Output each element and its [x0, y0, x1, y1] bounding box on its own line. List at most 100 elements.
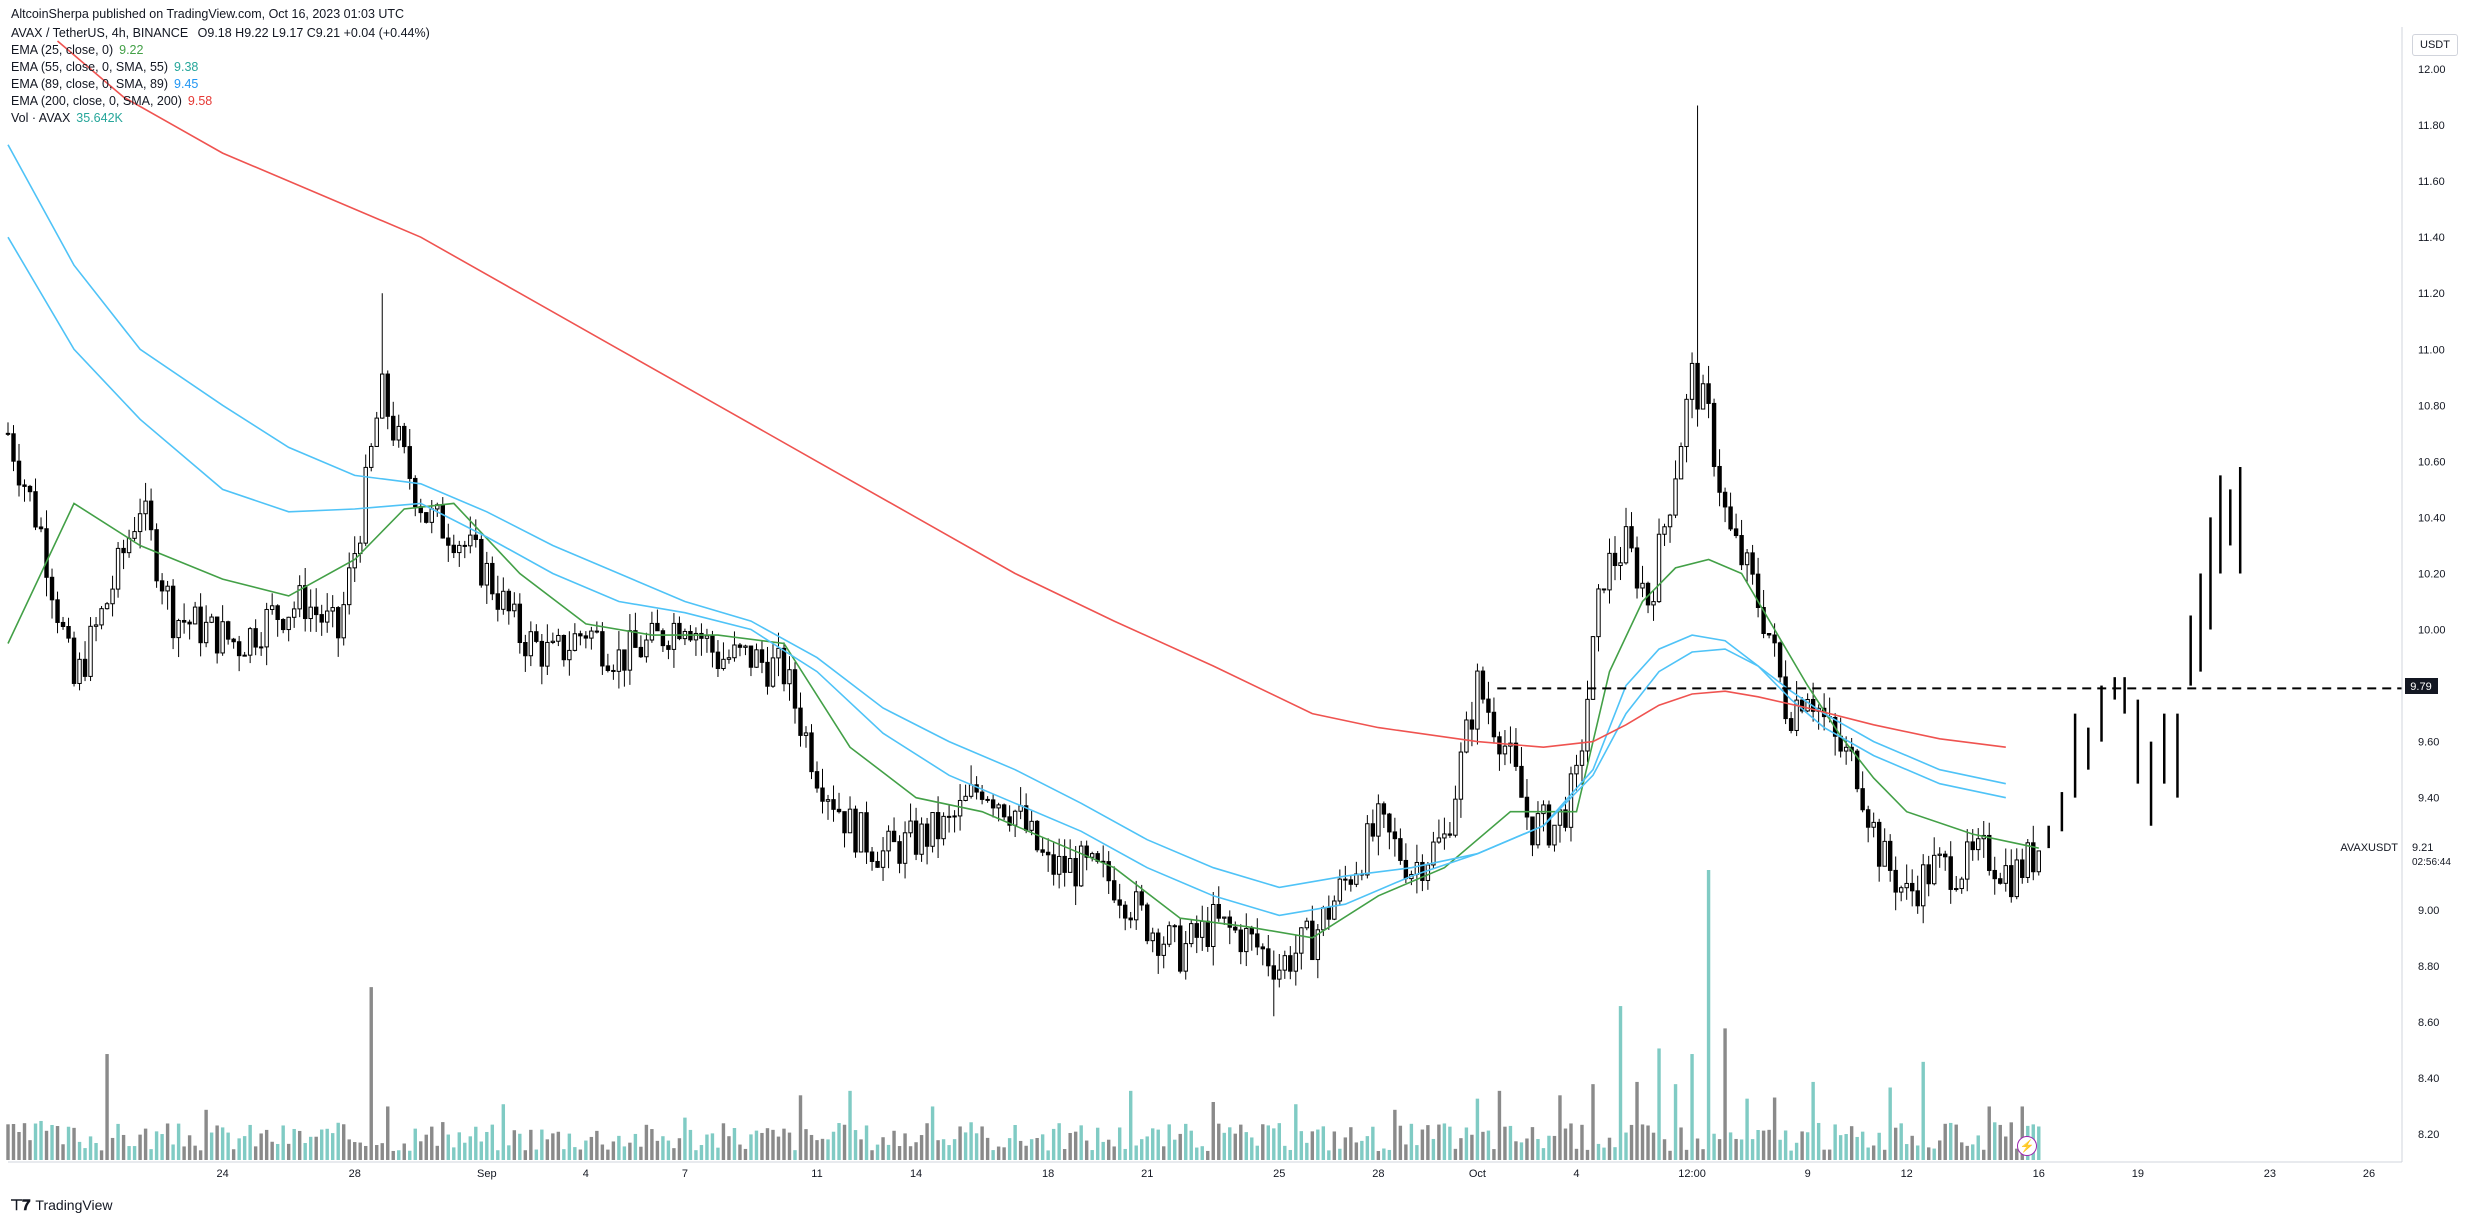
- volume-bar: [1646, 1125, 1650, 1160]
- volume-bar: [1695, 1138, 1700, 1160]
- chart-legend: AltcoinSherpa published on TradingView.c…: [11, 6, 430, 127]
- candle-body: [930, 812, 935, 847]
- volume-bar: [1486, 1130, 1491, 1160]
- volume-bar: [1382, 1148, 1386, 1160]
- volume-bar: [947, 1145, 951, 1160]
- volume-bar: [176, 1123, 181, 1160]
- candle-body: [110, 588, 115, 605]
- indicator-row-ema200[interactable]: EMA (200, close, 0, SMA, 200) 9.58: [11, 93, 430, 110]
- volume-bar: [584, 1140, 588, 1160]
- volume-bar: [1035, 1138, 1039, 1160]
- candle-body: [1761, 607, 1766, 634]
- last-price-label: 9.21: [2412, 842, 2433, 854]
- candle-body: [1854, 750, 1860, 790]
- volume-bar: [1415, 1145, 1419, 1160]
- time-tick-label: 12: [1901, 1168, 1913, 1180]
- volume-bar: [1497, 1090, 1502, 1160]
- time-tick-label: 18: [1042, 1168, 1054, 1180]
- volume-bar: [969, 1122, 973, 1160]
- candle-body: [726, 657, 732, 660]
- indicator-row-ema89[interactable]: EMA (89, close, 0, SMA, 89) 9.45: [11, 76, 430, 93]
- candle-body: [1563, 809, 1568, 828]
- candle-body: [380, 373, 385, 419]
- candle-body: [1051, 854, 1056, 875]
- volume-bar: [1668, 1150, 1672, 1160]
- volume-bar: [551, 1133, 555, 1160]
- ema-lines: [7, 40, 2039, 939]
- volume-bar: [1965, 1145, 1969, 1160]
- candle-body: [809, 732, 814, 773]
- volume-bar: [1684, 1149, 1689, 1160]
- volume-bar: [782, 1128, 786, 1160]
- volume-bar: [297, 1130, 302, 1160]
- volume-bar: [55, 1126, 60, 1160]
- indicator-row-ema55[interactable]: EMA (55, close, 0, SMA, 55) 9.38: [11, 59, 430, 76]
- price-tick-label: 8.60: [2418, 1017, 2439, 1029]
- volume-bar: [435, 1145, 439, 1160]
- volume-bar: [622, 1146, 627, 1160]
- candle-body: [952, 815, 957, 818]
- volume-bar: [809, 1134, 814, 1160]
- symbol-line[interactable]: AVAX / TetherUS, 4h, BINANCE: [11, 26, 189, 40]
- volume-bar: [1849, 1126, 1854, 1160]
- volume-bar: [1882, 1149, 1887, 1160]
- candle-body: [1987, 834, 1992, 871]
- volume-bar: [198, 1150, 203, 1160]
- candle-body: [1585, 698, 1590, 752]
- candle-body: [236, 641, 242, 657]
- volume-bar: [1294, 1104, 1298, 1160]
- price-axis[interactable]: 12.00 11.80 11.60 11.40 11.20 11.00 10.80 10.60…: [2418, 64, 2446, 1141]
- volume-bar: [914, 1142, 918, 1160]
- lightning-icon[interactable]: ⚡: [2017, 1136, 2037, 1156]
- time-tick-label: 21: [1141, 1168, 1153, 1180]
- volume-bar: [1761, 1130, 1766, 1160]
- ohlc-values: O9.18 H9.22 L9.17 C9.21 +0.04 (+0.44%): [197, 26, 430, 40]
- candle-body: [1233, 926, 1238, 931]
- currency-unit-button[interactable]: USDT: [2412, 34, 2458, 56]
- candle-body: [495, 593, 501, 610]
- candle-body: [2025, 842, 2030, 878]
- volume-bar: [842, 1124, 847, 1160]
- candle-body: [1915, 890, 1920, 907]
- volume-bar: [242, 1136, 247, 1160]
- candle-body: [506, 590, 512, 612]
- indicator-row-ema25[interactable]: EMA (25, close, 0) 9.22: [11, 42, 430, 59]
- time-tick-label: 14: [910, 1168, 922, 1180]
- brand-footer[interactable]: ⊤𝟕 TradingView: [10, 1196, 112, 1214]
- volume-bar: [1173, 1139, 1177, 1160]
- volume-bar: [391, 1150, 395, 1160]
- volume-bar: [1563, 1128, 1568, 1160]
- candle-body: [16, 460, 22, 486]
- volume-bar: [457, 1132, 461, 1160]
- volume-bar: [1541, 1148, 1546, 1160]
- volume-bar: [1915, 1145, 1920, 1160]
- candle-body: [1067, 858, 1073, 873]
- candle-body: [671, 622, 677, 650]
- volume-bar: [2020, 1106, 2024, 1160]
- volume-bar: [1525, 1138, 1529, 1160]
- candle-body: [440, 504, 445, 539]
- candle-body: [1458, 751, 1464, 800]
- candle-body: [457, 544, 462, 554]
- time-axis[interactable]: 24 28 Sep 4 7 11 14 18 21 25 28 Oct 4 12:00 9 12 16 19 23 2…: [217, 1168, 2376, 1180]
- volume-bar: [705, 1134, 709, 1160]
- volume-bar: [485, 1131, 489, 1160]
- candle-body: [297, 585, 302, 610]
- volume-bar: [1156, 1129, 1160, 1160]
- indicator-label: EMA (25, close, 0): [11, 43, 114, 57]
- candle-body: [1007, 816, 1012, 826]
- volume-bar: [154, 1131, 159, 1160]
- price-tick-label: 10.60: [2418, 456, 2446, 468]
- volume-bar: [1657, 1048, 1661, 1160]
- candle-body: [1722, 491, 1728, 508]
- volume-bar: [77, 1141, 82, 1160]
- candle-body: [1387, 813, 1392, 833]
- candle-body: [1078, 845, 1084, 887]
- volume-bar: [1387, 1149, 1392, 1160]
- candle-body: [198, 606, 203, 644]
- indicator-row-volume[interactable]: Vol · AVAX 35.642K: [11, 110, 430, 127]
- volume-bar: [72, 1127, 76, 1160]
- volume-bar: [1332, 1131, 1337, 1160]
- volume-bar: [1651, 1132, 1656, 1160]
